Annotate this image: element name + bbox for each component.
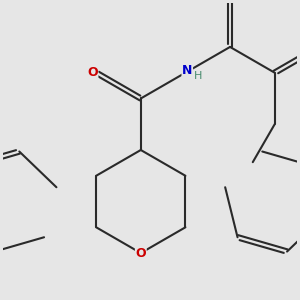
Text: H: H [194,71,202,81]
Text: N: N [182,64,193,77]
Text: O: O [87,66,98,79]
Text: O: O [136,247,146,260]
